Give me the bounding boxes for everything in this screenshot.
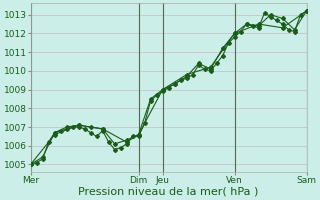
X-axis label: Pression niveau de la mer( hPa ): Pression niveau de la mer( hPa ) (78, 187, 259, 197)
